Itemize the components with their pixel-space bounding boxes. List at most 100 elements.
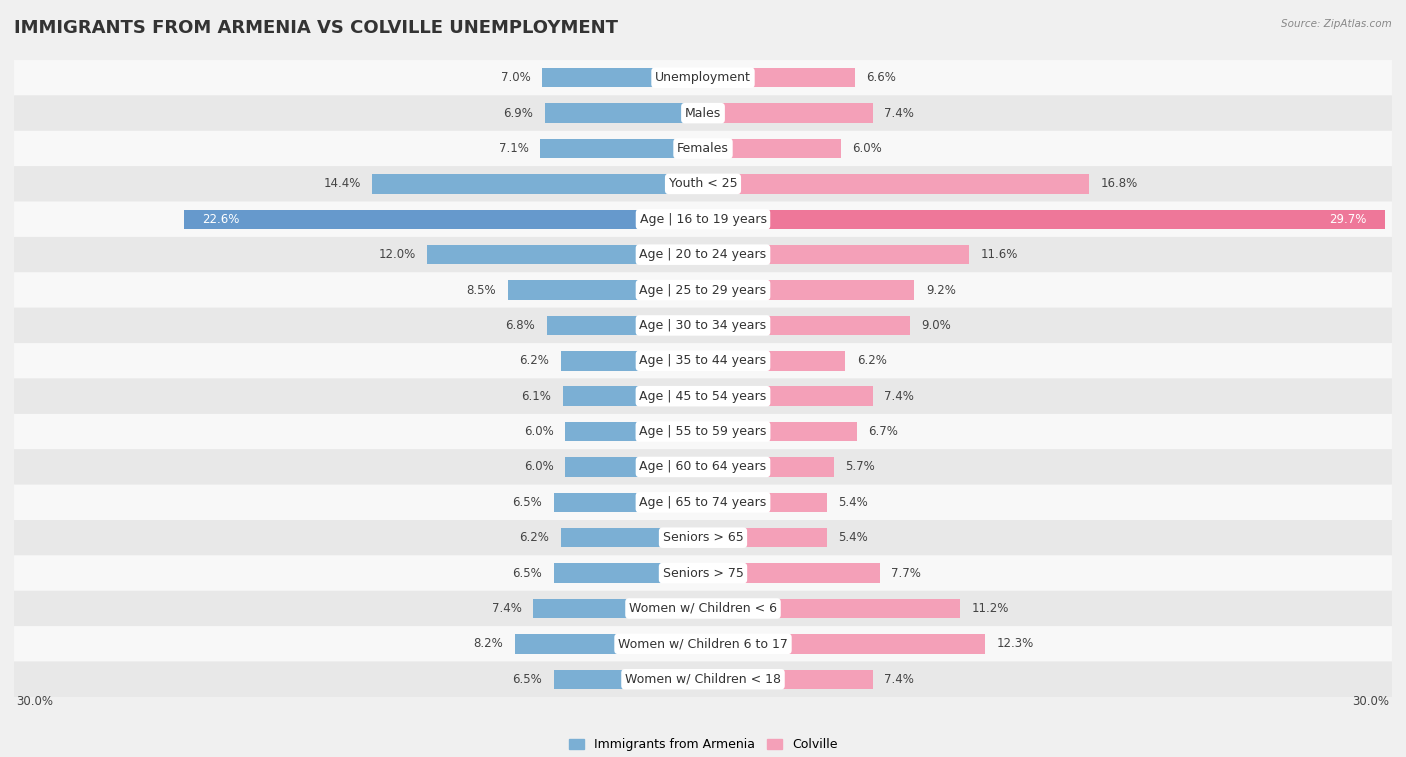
Text: 6.2%: 6.2% bbox=[856, 354, 887, 367]
Text: 11.2%: 11.2% bbox=[972, 602, 1010, 615]
Text: 6.0%: 6.0% bbox=[524, 425, 554, 438]
Bar bbox=[703, 68, 855, 88]
Bar bbox=[427, 245, 703, 264]
FancyBboxPatch shape bbox=[14, 626, 1392, 662]
Bar bbox=[703, 457, 834, 477]
Text: 12.0%: 12.0% bbox=[378, 248, 416, 261]
Bar bbox=[184, 210, 703, 229]
Text: 6.9%: 6.9% bbox=[503, 107, 533, 120]
Text: 8.5%: 8.5% bbox=[467, 284, 496, 297]
Text: 7.4%: 7.4% bbox=[492, 602, 522, 615]
FancyBboxPatch shape bbox=[14, 60, 1392, 95]
Text: Age | 55 to 59 years: Age | 55 to 59 years bbox=[640, 425, 766, 438]
Text: 6.0%: 6.0% bbox=[524, 460, 554, 473]
Bar bbox=[373, 174, 703, 194]
Text: 6.8%: 6.8% bbox=[506, 319, 536, 332]
Bar bbox=[533, 599, 703, 618]
Bar bbox=[703, 316, 910, 335]
Bar bbox=[561, 528, 703, 547]
Text: Age | 65 to 74 years: Age | 65 to 74 years bbox=[640, 496, 766, 509]
Text: 7.0%: 7.0% bbox=[501, 71, 531, 84]
Bar bbox=[547, 316, 703, 335]
Text: 6.7%: 6.7% bbox=[869, 425, 898, 438]
Text: 6.5%: 6.5% bbox=[513, 673, 543, 686]
Text: 5.4%: 5.4% bbox=[838, 496, 869, 509]
Bar bbox=[554, 493, 703, 512]
Text: IMMIGRANTS FROM ARMENIA VS COLVILLE UNEMPLOYMENT: IMMIGRANTS FROM ARMENIA VS COLVILLE UNEM… bbox=[14, 19, 619, 37]
FancyBboxPatch shape bbox=[14, 378, 1392, 414]
Text: 7.4%: 7.4% bbox=[884, 673, 914, 686]
FancyBboxPatch shape bbox=[14, 590, 1392, 626]
Bar bbox=[703, 387, 873, 406]
Bar bbox=[703, 563, 880, 583]
Bar bbox=[562, 387, 703, 406]
Text: 7.7%: 7.7% bbox=[891, 566, 921, 580]
FancyBboxPatch shape bbox=[14, 131, 1392, 167]
Bar bbox=[543, 68, 703, 88]
Bar bbox=[561, 351, 703, 370]
Text: 7.1%: 7.1% bbox=[499, 142, 529, 155]
Text: 29.7%: 29.7% bbox=[1329, 213, 1367, 226]
Bar bbox=[515, 634, 703, 653]
Text: 14.4%: 14.4% bbox=[323, 177, 361, 191]
Text: Age | 25 to 29 years: Age | 25 to 29 years bbox=[640, 284, 766, 297]
Text: Women w/ Children < 6: Women w/ Children < 6 bbox=[628, 602, 778, 615]
Bar bbox=[703, 104, 873, 123]
Text: 6.2%: 6.2% bbox=[519, 354, 550, 367]
Text: 11.6%: 11.6% bbox=[981, 248, 1018, 261]
Legend: Immigrants from Armenia, Colville: Immigrants from Armenia, Colville bbox=[564, 734, 842, 756]
Bar bbox=[703, 210, 1385, 229]
Bar bbox=[703, 634, 986, 653]
Text: 7.4%: 7.4% bbox=[884, 390, 914, 403]
Bar bbox=[703, 245, 969, 264]
Bar bbox=[554, 563, 703, 583]
FancyBboxPatch shape bbox=[14, 95, 1392, 131]
Text: Youth < 25: Youth < 25 bbox=[669, 177, 737, 191]
Text: 7.4%: 7.4% bbox=[884, 107, 914, 120]
Text: 5.7%: 5.7% bbox=[845, 460, 875, 473]
Bar bbox=[703, 493, 827, 512]
Text: Age | 16 to 19 years: Age | 16 to 19 years bbox=[640, 213, 766, 226]
Text: 12.3%: 12.3% bbox=[997, 637, 1035, 650]
FancyBboxPatch shape bbox=[14, 273, 1392, 308]
Text: 8.2%: 8.2% bbox=[474, 637, 503, 650]
Text: Age | 20 to 24 years: Age | 20 to 24 years bbox=[640, 248, 766, 261]
Text: Seniors > 75: Seniors > 75 bbox=[662, 566, 744, 580]
Text: 6.5%: 6.5% bbox=[513, 566, 543, 580]
Text: 6.0%: 6.0% bbox=[852, 142, 882, 155]
Text: 22.6%: 22.6% bbox=[202, 213, 240, 226]
Text: Age | 30 to 34 years: Age | 30 to 34 years bbox=[640, 319, 766, 332]
Text: Males: Males bbox=[685, 107, 721, 120]
Text: Age | 60 to 64 years: Age | 60 to 64 years bbox=[640, 460, 766, 473]
Bar bbox=[703, 669, 873, 689]
Text: 6.1%: 6.1% bbox=[522, 390, 551, 403]
FancyBboxPatch shape bbox=[14, 201, 1392, 237]
Bar bbox=[554, 669, 703, 689]
Text: Females: Females bbox=[678, 142, 728, 155]
FancyBboxPatch shape bbox=[14, 414, 1392, 449]
Bar bbox=[544, 104, 703, 123]
Bar bbox=[703, 528, 827, 547]
FancyBboxPatch shape bbox=[14, 484, 1392, 520]
Bar bbox=[703, 174, 1088, 194]
Bar bbox=[703, 351, 845, 370]
Text: 9.0%: 9.0% bbox=[921, 319, 950, 332]
Bar bbox=[508, 280, 703, 300]
Text: Source: ZipAtlas.com: Source: ZipAtlas.com bbox=[1281, 19, 1392, 29]
Text: Age | 35 to 44 years: Age | 35 to 44 years bbox=[640, 354, 766, 367]
Bar bbox=[703, 599, 960, 618]
Text: 9.2%: 9.2% bbox=[925, 284, 956, 297]
FancyBboxPatch shape bbox=[14, 520, 1392, 556]
Bar bbox=[540, 139, 703, 158]
Text: 5.4%: 5.4% bbox=[838, 531, 869, 544]
Text: Age | 45 to 54 years: Age | 45 to 54 years bbox=[640, 390, 766, 403]
FancyBboxPatch shape bbox=[14, 308, 1392, 343]
Text: 6.5%: 6.5% bbox=[513, 496, 543, 509]
Text: 30.0%: 30.0% bbox=[17, 695, 53, 708]
Text: Seniors > 65: Seniors > 65 bbox=[662, 531, 744, 544]
Bar bbox=[565, 457, 703, 477]
Bar bbox=[703, 139, 841, 158]
Text: Unemployment: Unemployment bbox=[655, 71, 751, 84]
FancyBboxPatch shape bbox=[14, 662, 1392, 697]
Text: Women w/ Children < 18: Women w/ Children < 18 bbox=[626, 673, 780, 686]
